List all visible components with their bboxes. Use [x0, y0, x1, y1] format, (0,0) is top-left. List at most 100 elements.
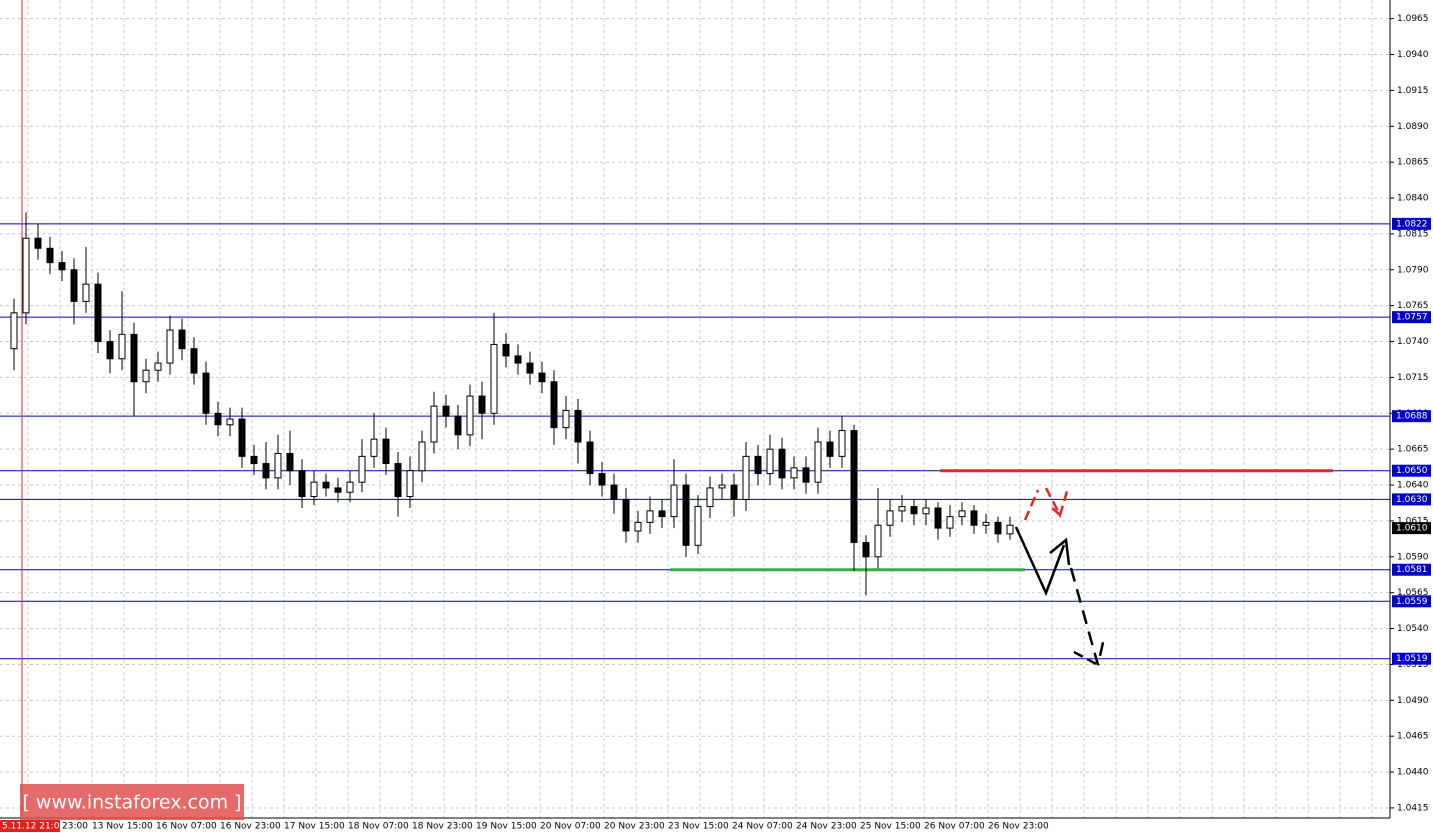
x-tick-label: 19 Nov 15:00 [476, 822, 537, 832]
y-tick-label: 1.0615 [1397, 516, 1429, 526]
y-tick-label: 1.0465 [1397, 732, 1429, 742]
level-label-box [1392, 493, 1431, 506]
y-tick-label: 1.0415 [1397, 803, 1429, 813]
level-label: 1.0822 [1396, 219, 1428, 229]
candle-body [934, 507, 942, 529]
candle-body [826, 441, 834, 457]
y-tick-label: 1.0540 [1397, 624, 1429, 634]
x-tick-label: 16 Nov 23:00 [220, 822, 281, 832]
candle-body [694, 506, 702, 546]
current-price-box [1392, 522, 1431, 535]
candle-body [598, 473, 606, 486]
level-label-box [1392, 595, 1431, 608]
y-tick-label: 1.0965 [1397, 14, 1429, 24]
candle-body [898, 506, 906, 512]
candle-body [802, 467, 810, 483]
forecast-arrowhead [1049, 537, 1071, 566]
candle-body [766, 448, 774, 475]
candle-body [178, 329, 186, 350]
candle-body [382, 438, 390, 465]
level-label: 1.0630 [1396, 495, 1428, 505]
axis-labels: 1.0415 1.0440 1.0465 1.0490 1.0515 1.0540 1.05… [0, 14, 1431, 832]
candle-body [670, 484, 678, 518]
forecast-arrowhead [1073, 650, 1099, 667]
candle-body [298, 470, 306, 498]
candle-body [646, 510, 654, 523]
y-tick-label: 1.0715 [1397, 373, 1429, 383]
level-label: 1.0519 [1396, 654, 1428, 664]
candle-body [34, 237, 42, 249]
levels [0, 223, 1390, 660]
candle-body [250, 455, 258, 465]
candle-body [10, 312, 18, 350]
candle-body [850, 430, 858, 543]
candle-body [154, 362, 162, 371]
candle-body [634, 521, 642, 532]
candle-body [502, 343, 510, 357]
candle-body [442, 405, 450, 417]
y-tick-label: 1.0515 [1397, 660, 1429, 670]
level-label-box [1392, 464, 1431, 477]
candle-body [838, 430, 846, 457]
candle-body [586, 441, 594, 475]
candle-body [454, 415, 462, 436]
candle-body [946, 516, 954, 529]
candle-body [526, 362, 534, 374]
x-tick-label: 18 Nov 07:00 [348, 822, 409, 832]
candle-body [970, 510, 978, 526]
candle-body [22, 237, 30, 314]
level-label-box [1392, 217, 1431, 230]
candle-body [118, 333, 126, 360]
level-label-box [1392, 652, 1431, 665]
y-tick-label: 1.0915 [1397, 86, 1429, 96]
watermark-box [20, 784, 244, 820]
candle-body [142, 369, 150, 383]
level-label-box [1392, 410, 1431, 423]
candle-body [790, 467, 798, 479]
x-tick-label: 24 Nov 07:00 [732, 822, 793, 832]
x-tick-label: 23:00 [62, 822, 88, 832]
candle-body [58, 262, 66, 271]
candle-body [610, 484, 618, 500]
level-label: 1.0559 [1396, 597, 1428, 607]
candle-body [334, 487, 342, 493]
candle-body [262, 463, 270, 479]
candle-body [418, 441, 426, 472]
candle-body [226, 418, 234, 426]
candle-body [562, 409, 570, 429]
candle-body [394, 463, 402, 498]
candle-body [706, 487, 714, 508]
candle-body [46, 247, 54, 264]
x-tick-label: 25 Nov 15:00 [860, 822, 921, 832]
forecast-drawings [1014, 487, 1106, 667]
y-tick-label: 1.0890 [1397, 122, 1429, 132]
candle-body [94, 283, 102, 343]
x-tick-label: 26 Nov 07:00 [924, 822, 985, 832]
x-tick-label: 24 Nov 23:00 [796, 822, 857, 832]
y-tick-label: 1.0815 [1397, 229, 1429, 239]
candle-body [778, 448, 786, 479]
x-marker-label: 5.11.12 21:00 [2, 822, 65, 832]
y-tick-label: 1.0940 [1397, 50, 1429, 60]
candle-body [622, 498, 630, 532]
level-label: 1.0688 [1396, 412, 1428, 422]
watermark: [ www.instaforex.com ] [22, 792, 241, 814]
candle-body [730, 484, 738, 500]
y-tick-label: 1.0740 [1397, 337, 1429, 347]
y-tick-label: 1.0490 [1397, 696, 1429, 706]
candle-body [70, 269, 78, 302]
candle-body [994, 521, 1002, 535]
y-tick-label: 1.0440 [1397, 768, 1429, 778]
y-tick-label: 1.0790 [1397, 265, 1429, 275]
candle-body [310, 481, 318, 498]
candle-body [82, 283, 90, 302]
y-tick-label: 1.0640 [1397, 481, 1429, 491]
candle-body [286, 452, 294, 472]
x-tick-label: 26 Nov 23:00 [988, 822, 1049, 832]
candle-body [538, 372, 546, 383]
y-tick-label: 1.0565 [1397, 588, 1429, 598]
candle-body [346, 481, 354, 493]
candles [10, 212, 1014, 596]
level-label: 1.0757 [1396, 313, 1428, 323]
